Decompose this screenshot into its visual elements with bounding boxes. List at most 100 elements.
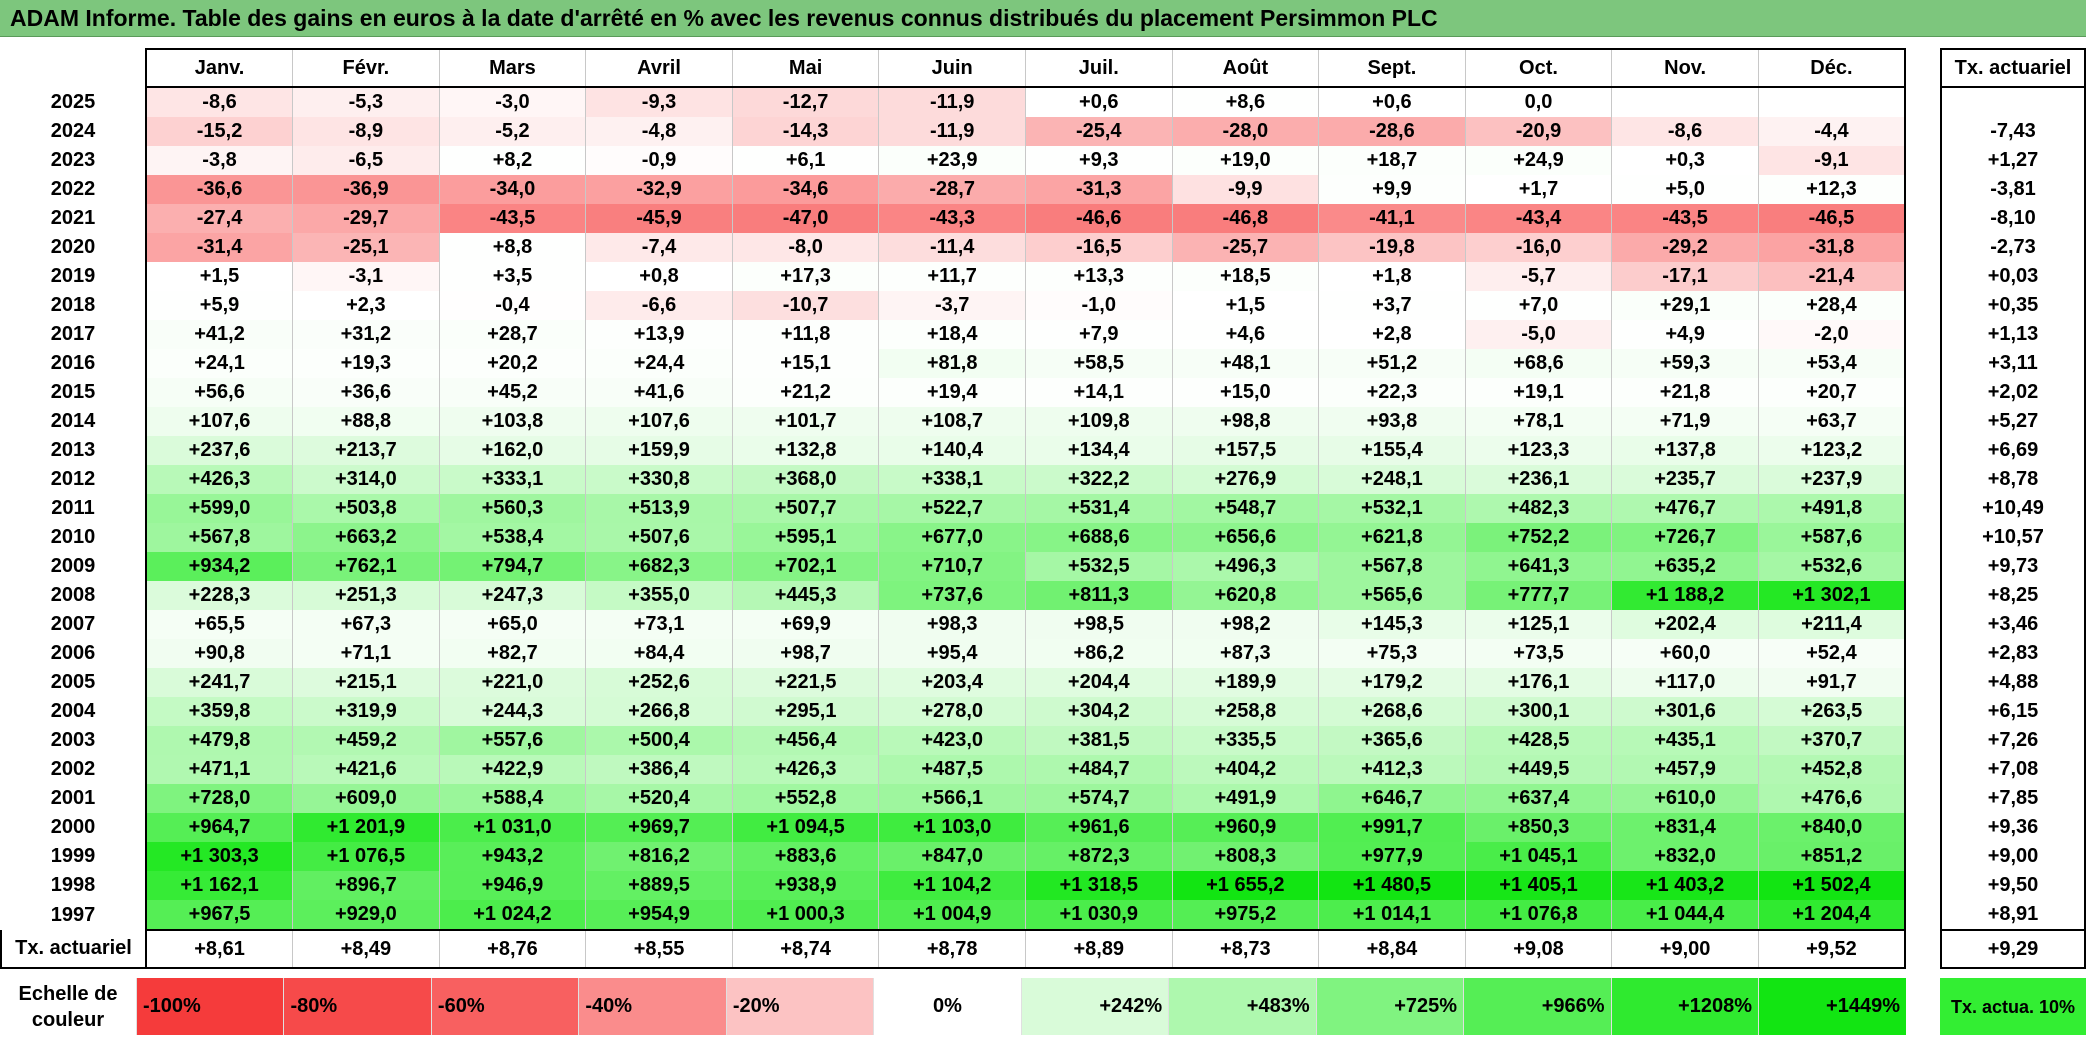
gain-cell: +969,7 bbox=[585, 813, 733, 842]
gain-cell: +73,5 bbox=[1464, 639, 1612, 668]
gain-cell: -11,9 bbox=[878, 87, 1026, 117]
gain-cell: +1 076,8 bbox=[1464, 900, 1612, 931]
gain-cell: +65,0 bbox=[438, 610, 586, 639]
gain-cell: +73,1 bbox=[585, 610, 733, 639]
gain-cell: +159,9 bbox=[585, 436, 733, 465]
gain-cell: +588,4 bbox=[438, 784, 586, 813]
gain-cell: +1 502,4 bbox=[1757, 871, 1906, 900]
gain-cell: +4,9 bbox=[1611, 320, 1759, 349]
gain-cell: +87,3 bbox=[1171, 639, 1319, 668]
actuarial-rate-cell: +9,36 bbox=[1940, 813, 2086, 842]
year-label: 2007 bbox=[50, 613, 96, 635]
gain-cell: +1 044,4 bbox=[1611, 900, 1759, 931]
year-row: 2017 +41,2 +31,2 +28,7 +13,9 +11,8 +18,4 +7,9 +4… bbox=[1, 320, 1906, 349]
actuarial-rate-cell: +8,25 bbox=[1940, 581, 2086, 610]
gain-cell bbox=[1757, 87, 1906, 117]
gain-cell: +95,4 bbox=[878, 639, 1026, 668]
gain-cell: +13,9 bbox=[585, 320, 733, 349]
gain-cell: +620,8 bbox=[1171, 581, 1319, 610]
gains-table-body: 2025 -8,6 -5,3 -3,0 -9,3 -12,7 -11,9 +0,6 +8,6 +0… bbox=[0, 87, 1906, 969]
month-header: Mai bbox=[731, 48, 879, 88]
year-label: 2015 bbox=[50, 381, 96, 403]
gain-cell: -31,8 bbox=[1757, 233, 1906, 262]
gain-cell: +123,2 bbox=[1757, 436, 1906, 465]
actuarial-rate-cell: +6,15 bbox=[1940, 697, 2086, 726]
gain-cell: +9,3 bbox=[1024, 146, 1173, 175]
gain-cell: +213,7 bbox=[292, 436, 440, 465]
month-header: Mars bbox=[438, 48, 586, 88]
gain-cell: +88,8 bbox=[292, 407, 440, 436]
color-scale-swatch: -100% bbox=[135, 978, 284, 1035]
gain-cell: +335,5 bbox=[1171, 726, 1319, 755]
gain-cell: +532,6 bbox=[1757, 552, 1906, 581]
gain-cell: +476,7 bbox=[1611, 494, 1759, 523]
gain-cell: +426,3 bbox=[731, 755, 879, 784]
gain-cell: +319,9 bbox=[292, 697, 440, 726]
gain-cell: -11,9 bbox=[878, 117, 1026, 146]
gain-cell: +2,3 bbox=[292, 291, 440, 320]
gain-cell: +484,7 bbox=[1024, 755, 1173, 784]
gain-cell: +610,0 bbox=[1611, 784, 1759, 813]
year-row: 2002 +471,1 +421,6 +422,9 +386,4 +426,3 +487,5… bbox=[1, 755, 1906, 784]
gain-cell: +1 000,3 bbox=[731, 900, 879, 931]
month-header: Nov. bbox=[1611, 48, 1759, 88]
gain-cell: +1 403,2 bbox=[1611, 871, 1759, 900]
year-label: 2023 bbox=[50, 149, 96, 171]
gain-cell: +21,2 bbox=[731, 378, 879, 407]
gain-cell: +15,1 bbox=[731, 349, 879, 378]
color-scale-ta-swatch: Tx. actua. 10% bbox=[1940, 978, 2086, 1035]
gain-cell: +41,2 bbox=[145, 320, 293, 349]
gain-cell: +503,8 bbox=[292, 494, 440, 523]
gain-cell: +263,5 bbox=[1757, 697, 1906, 726]
year-row: 2018 +5,9 +2,3 -0,4 -6,6 -10,7 -3,7 -1,0 +1,5 +3,… bbox=[1, 291, 1906, 320]
gain-cell: +566,1 bbox=[878, 784, 1026, 813]
gain-cell: +28,7 bbox=[438, 320, 586, 349]
gain-cell: +107,6 bbox=[585, 407, 733, 436]
gain-cell: +635,2 bbox=[1611, 552, 1759, 581]
gain-cell: +52,4 bbox=[1757, 639, 1906, 668]
gain-cell: +412,3 bbox=[1318, 755, 1466, 784]
gain-cell: -43,5 bbox=[1611, 204, 1759, 233]
year-label: 2005 bbox=[50, 671, 96, 693]
gain-cell: -17,1 bbox=[1611, 262, 1759, 291]
gain-cell: -2,0 bbox=[1757, 320, 1906, 349]
gain-cell: +304,2 bbox=[1024, 697, 1173, 726]
gain-cell: +496,3 bbox=[1171, 552, 1319, 581]
gain-cell: +189,9 bbox=[1171, 668, 1319, 697]
gain-cell: +816,2 bbox=[585, 842, 733, 871]
gain-cell: +840,0 bbox=[1757, 813, 1906, 842]
actuarial-rate-header: Tx. actuariel bbox=[1940, 48, 2086, 88]
gain-cell: +896,7 bbox=[292, 871, 440, 900]
gain-cell: -8,6 bbox=[145, 87, 293, 117]
gain-cell: +11,8 bbox=[731, 320, 879, 349]
gain-cell: +0,3 bbox=[1611, 146, 1759, 175]
gain-cell: -46,5 bbox=[1757, 204, 1906, 233]
gain-cell: +1 104,2 bbox=[878, 871, 1026, 900]
gain-cell: +682,3 bbox=[585, 552, 733, 581]
gain-cell: -15,2 bbox=[145, 117, 293, 146]
gain-cell: -5,2 bbox=[438, 117, 586, 146]
actuarial-rate-row-label: Tx. actuariel bbox=[0, 930, 146, 969]
gain-cell: +422,9 bbox=[438, 755, 586, 784]
gain-cell: -3,1 bbox=[292, 262, 440, 291]
gain-cell: -36,9 bbox=[292, 175, 440, 204]
actuarial-rate-cell: +2,83 bbox=[1940, 639, 2086, 668]
gain-cell: +574,7 bbox=[1024, 784, 1173, 813]
gain-cell: +847,0 bbox=[878, 842, 1026, 871]
gain-cell: +0,6 bbox=[1318, 87, 1466, 117]
gain-cell: +19,1 bbox=[1464, 378, 1612, 407]
monthly-actuarial-rate: +9,52 bbox=[1757, 930, 1906, 969]
gain-cell: +28,4 bbox=[1757, 291, 1906, 320]
year-label: 2017 bbox=[50, 323, 96, 345]
gain-cell: +872,3 bbox=[1024, 842, 1173, 871]
gain-cell: +203,4 bbox=[878, 668, 1026, 697]
month-header: Avril bbox=[585, 48, 733, 88]
year-row: 2003 +479,8 +459,2 +557,6 +500,4 +456,4 +423,0… bbox=[1, 726, 1906, 755]
actuarial-rate-cell: +8,78 bbox=[1940, 465, 2086, 494]
gain-cell: -36,6 bbox=[145, 175, 293, 204]
gain-cell: +552,8 bbox=[731, 784, 879, 813]
gain-cell: -9,1 bbox=[1757, 146, 1906, 175]
gain-cell: +278,0 bbox=[878, 697, 1026, 726]
year-row: 2020 -31,4 -25,1 +8,8 -7,4 -8,0 -11,4 -16,5 -25,… bbox=[1, 233, 1906, 262]
year-row: 2001 +728,0 +609,0 +588,4 +520,4 +552,8 +566,1… bbox=[1, 784, 1906, 813]
